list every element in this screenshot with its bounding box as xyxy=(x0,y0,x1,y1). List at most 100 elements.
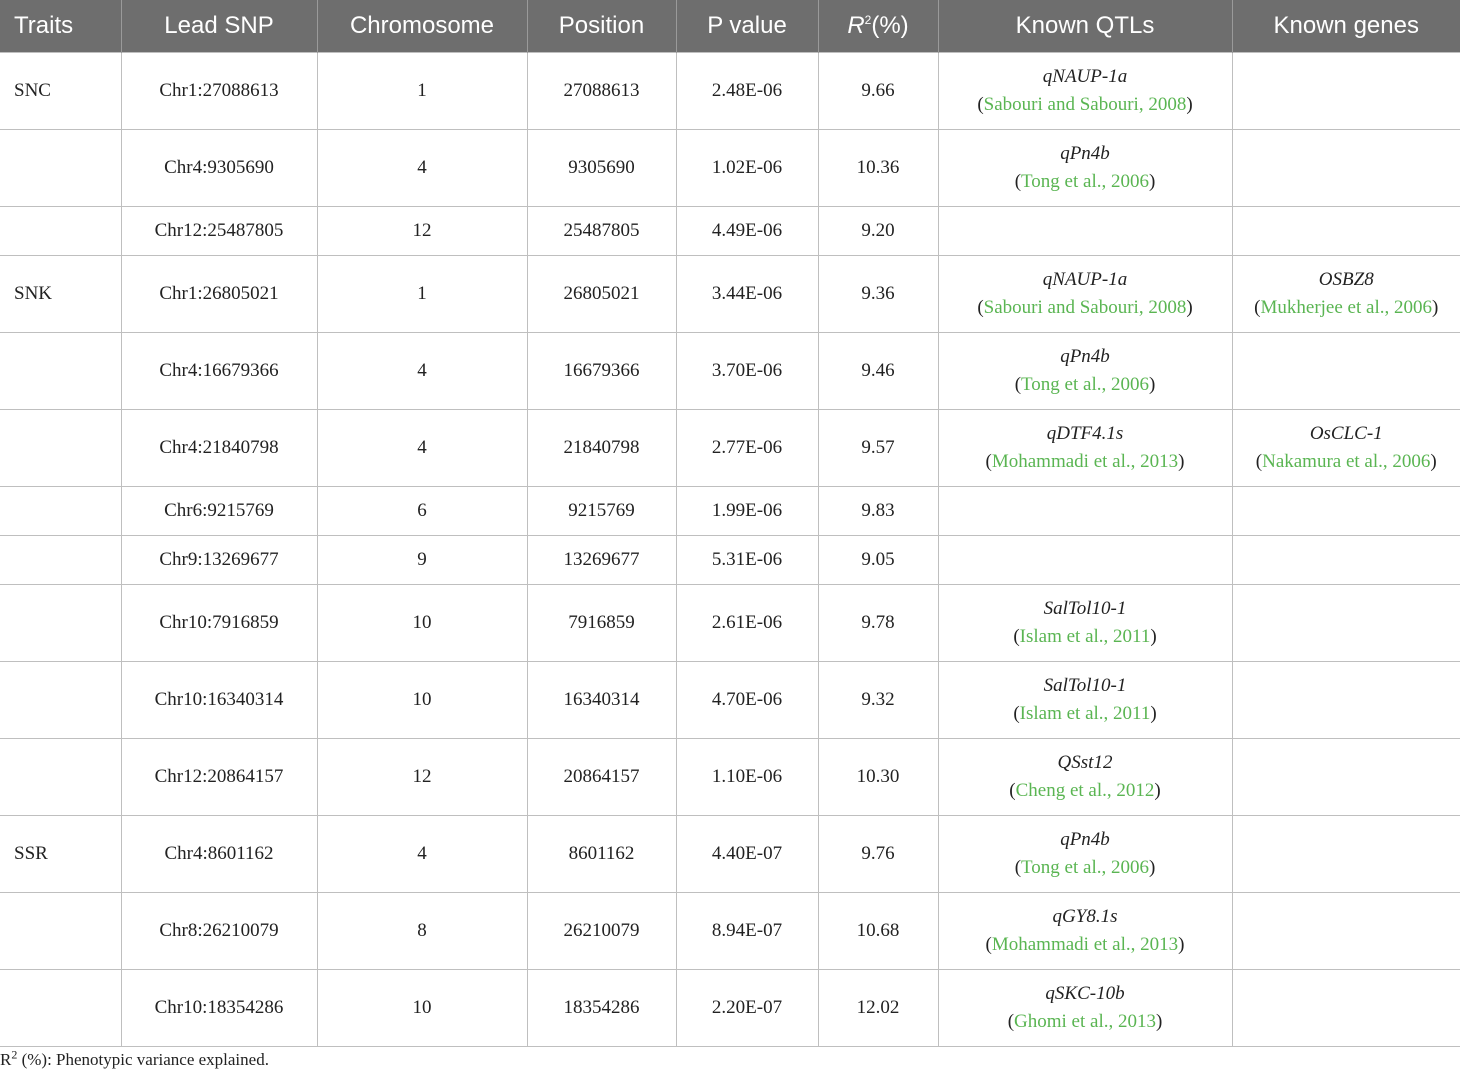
table-footnote: R2 (%): Phenotypic variance explained. xyxy=(0,1048,269,1070)
table-row: Chr4:16679366 4 16679366 3.70E-06 9.46 qPn4b (… xyxy=(0,332,1460,410)
position-cell: 16679366 xyxy=(526,332,677,410)
position-cell: 9215769 xyxy=(526,486,677,536)
known-gene-cell xyxy=(1231,206,1460,256)
p-value-cell: 1.99E-06 xyxy=(675,486,819,536)
chromosome-cell: 12 xyxy=(316,738,528,816)
chromosome-cell: 10 xyxy=(316,661,528,739)
p-value-cell: 2.77E-06 xyxy=(675,409,819,487)
known-qtl-reference: (Mohammadi et al., 2013) xyxy=(985,934,1185,955)
p-value-cell: 5.31E-06 xyxy=(675,535,819,585)
lead-snp-cell: Chr12:25487805 xyxy=(120,206,318,256)
citation-link[interactable]: Mohammadi et al., 2013 xyxy=(991,451,1179,472)
known-qtl-cell xyxy=(937,206,1233,256)
r2-cell: 10.36 xyxy=(817,129,939,207)
table-row: SNK Chr1:26805021 1 26805021 3.44E-06 9.36 qNA… xyxy=(0,255,1460,333)
known-qtl-name: SalTol10-1 xyxy=(1043,675,1127,696)
header-lead-snp: Lead SNP xyxy=(121,0,318,53)
position-cell: 8601162 xyxy=(526,815,677,893)
citation-link[interactable]: Mohammadi et al., 2013 xyxy=(991,934,1179,955)
chromosome-cell: 8 xyxy=(316,892,528,970)
chromosome-cell: 4 xyxy=(316,129,528,207)
citation-link[interactable]: Mukherjee et al., 2006 xyxy=(1260,297,1432,318)
citation-link[interactable]: Islam et al., 2011 xyxy=(1019,703,1151,724)
citation-link[interactable]: Sabouri and Sabouri, 2008 xyxy=(983,297,1187,318)
header-p-value: P value xyxy=(676,0,819,53)
r2-cell: 9.20 xyxy=(817,206,939,256)
position-cell: 7916859 xyxy=(526,584,677,662)
citation-link[interactable]: Tong et al., 2006 xyxy=(1021,171,1149,192)
r2-cell: 10.30 xyxy=(817,738,939,816)
known-qtl-name: qSKC-10b xyxy=(1045,983,1125,1004)
lead-snp-cell: Chr6:9215769 xyxy=(120,486,318,536)
citation-link[interactable]: Tong et al., 2006 xyxy=(1021,857,1149,878)
known-qtl-cell: qPn4b (Tong et al., 2006) xyxy=(937,332,1233,410)
known-gene-name: OsCLC-1 xyxy=(1309,423,1383,444)
trait-cell xyxy=(0,129,122,207)
lead-snp-cell: Chr4:21840798 xyxy=(120,409,318,487)
known-gene-cell xyxy=(1231,332,1460,410)
r2-cell: 12.02 xyxy=(817,969,939,1047)
known-gene-cell xyxy=(1231,815,1460,893)
citation-link[interactable]: Cheng et al., 2012 xyxy=(1015,780,1155,801)
known-gene-cell xyxy=(1231,52,1460,130)
citation-link[interactable]: Ghomi et al., 2013 xyxy=(1014,1011,1156,1032)
table-row: Chr12:20864157 12 20864157 1.10E-06 10.30 QSs… xyxy=(0,738,1460,816)
citation-link[interactable]: Tong et al., 2006 xyxy=(1021,374,1149,395)
header-r2-unit: (%) xyxy=(871,12,909,39)
position-cell: 26210079 xyxy=(526,892,677,970)
known-qtl-reference: (Tong et al., 2006) xyxy=(1014,857,1156,878)
header-r2-superscript: 2 xyxy=(864,13,872,27)
citation-link[interactable]: Sabouri and Sabouri, 2008 xyxy=(983,94,1187,115)
known-qtl-reference: (Tong et al., 2006) xyxy=(1014,374,1156,395)
r2-cell: 9.66 xyxy=(817,52,939,130)
r2-cell: 9.36 xyxy=(817,255,939,333)
header-r2: R2(%) xyxy=(818,0,939,53)
table-row: Chr10:18354286 10 18354286 2.20E-07 12.02 qSK… xyxy=(0,969,1460,1047)
table-row: SSR Chr4:8601162 4 8601162 4.40E-07 9.76 qPn4b… xyxy=(0,815,1460,893)
header-traits: Traits xyxy=(0,0,122,53)
known-qtl-cell: qNAUP-1a (Sabouri and Sabouri, 2008) xyxy=(937,52,1233,130)
table-header-row: Traits Lead SNP Chromosome Position P va… xyxy=(0,0,1460,53)
p-value-cell: 3.70E-06 xyxy=(675,332,819,410)
table-row: SNC Chr1:27088613 1 27088613 2.48E-06 9.66 qNA… xyxy=(0,52,1460,130)
table-row: Chr4:9305690 4 9305690 1.02E-06 10.36 qPn4b (T… xyxy=(0,129,1460,207)
table-row: Chr10:7916859 10 7916859 2.61E-06 9.78 SalTol… xyxy=(0,584,1460,662)
citation-link[interactable]: Islam et al., 2011 xyxy=(1019,626,1151,647)
known-gene-cell xyxy=(1231,486,1460,536)
position-cell: 27088613 xyxy=(526,52,677,130)
known-gene-cell xyxy=(1231,969,1460,1047)
trait-cell xyxy=(0,738,122,816)
p-value-cell: 4.70E-06 xyxy=(675,661,819,739)
p-value-cell: 2.61E-06 xyxy=(675,584,819,662)
known-qtl-cell: SalTol10-1 (Islam et al., 2011) xyxy=(937,584,1233,662)
r2-cell: 9.57 xyxy=(817,409,939,487)
chromosome-cell: 1 xyxy=(316,255,528,333)
trait-cell xyxy=(0,584,122,662)
footnote-text: (%): Phenotypic variance explained. xyxy=(17,1050,269,1069)
p-value-cell: 1.10E-06 xyxy=(675,738,819,816)
header-known-genes: Known genes xyxy=(1232,0,1460,53)
citation-link[interactable]: Nakamura et al., 2006 xyxy=(1262,451,1431,472)
chromosome-cell: 6 xyxy=(316,486,528,536)
trait-cell xyxy=(0,332,122,410)
position-cell: 20864157 xyxy=(526,738,677,816)
table-body: SNC Chr1:27088613 1 27088613 2.48E-06 9.66 qNA… xyxy=(0,52,1460,1047)
lead-snp-cell: Chr1:27088613 xyxy=(120,52,318,130)
table-row: Chr6:9215769 6 9215769 1.99E-06 9.83 xyxy=(0,486,1460,536)
position-cell: 25487805 xyxy=(526,206,677,256)
header-chromosome: Chromosome xyxy=(317,0,528,53)
known-qtl-name: qDTF4.1s xyxy=(1046,423,1124,444)
known-gene-cell: OsCLC-1 (Nakamura et al., 2006) xyxy=(1231,409,1460,487)
table-row: Chr8:26210079 8 26210079 8.94E-07 10.68 qGY8.… xyxy=(0,892,1460,970)
lead-snp-cell: Chr9:13269677 xyxy=(120,535,318,585)
lead-snp-cell: Chr4:16679366 xyxy=(120,332,318,410)
table-row: Chr9:13269677 9 13269677 5.31E-06 9.05 xyxy=(0,535,1460,585)
known-qtl-reference: (Sabouri and Sabouri, 2008) xyxy=(977,297,1193,318)
known-gene-cell xyxy=(1231,535,1460,585)
known-qtl-name: qNAUP-1a xyxy=(1042,66,1128,87)
lead-snp-cell: Chr4:9305690 xyxy=(120,129,318,207)
chromosome-cell: 4 xyxy=(316,332,528,410)
table-row: Chr4:21840798 4 21840798 2.77E-06 9.57 qDTF4.… xyxy=(0,409,1460,487)
known-gene-name: OSBZ8 xyxy=(1318,269,1374,290)
known-qtl-reference: (Islam et al., 2011) xyxy=(1013,626,1157,647)
